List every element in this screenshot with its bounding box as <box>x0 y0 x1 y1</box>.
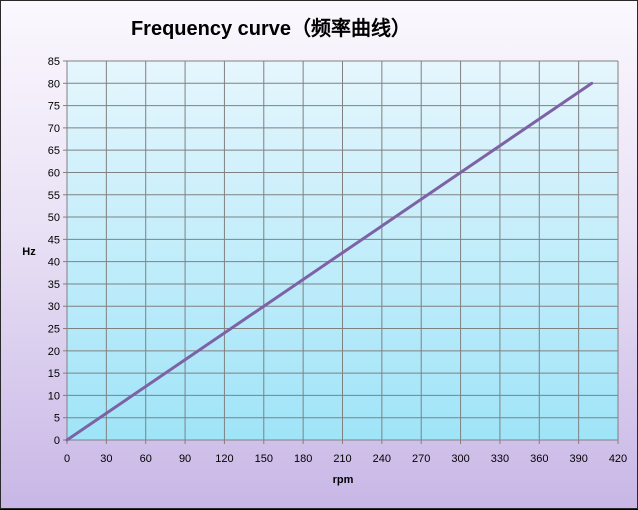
y-tick-label: 65 <box>48 145 60 157</box>
x-tick-label: 420 <box>609 453 627 465</box>
x-tick-label: 270 <box>412 453 430 465</box>
x-tick-label: 60 <box>140 453 152 465</box>
x-axis-title: rpm <box>333 474 354 486</box>
y-tick-label: 0 <box>54 435 60 447</box>
y-tick-label: 85 <box>48 56 60 68</box>
x-tick-label: 150 <box>255 453 273 465</box>
y-axis-tick-labels: 0 5 10 15 20 25 30 35 40 45 50 55 60 65 70 75 80 85 <box>48 56 60 447</box>
x-tick-label: 180 <box>294 453 312 465</box>
x-axis-tick-labels: 0 30 60 90 120 150 180 210 240 270 300 330 360 390 420 <box>64 453 627 465</box>
series-layer <box>65 81 594 442</box>
y-axis-title: Hz <box>22 246 36 258</box>
y-tick-label: 60 <box>48 167 60 179</box>
y-tick-label: 55 <box>48 190 60 202</box>
x-tick-label: 240 <box>373 453 391 465</box>
x-tick-label: 300 <box>451 453 469 465</box>
x-tick-label: 210 <box>333 453 351 465</box>
y-tick-label: 15 <box>48 368 60 380</box>
y-tick-label: 70 <box>48 123 60 135</box>
y-tick-label: 35 <box>48 279 60 291</box>
grid-lines <box>63 60 619 444</box>
x-tick-label: 90 <box>179 453 191 465</box>
y-tick-label: 25 <box>48 324 60 336</box>
y-tick-label: 30 <box>48 301 60 313</box>
y-tick-label: 75 <box>48 101 60 113</box>
y-tick-label: 40 <box>48 257 60 269</box>
x-tick-label: 390 <box>569 453 587 465</box>
x-tick-label: 0 <box>64 453 70 465</box>
chart-title: Frequency curve（频率曲线） <box>131 16 411 40</box>
x-tick-label: 360 <box>530 453 548 465</box>
y-tick-label: 5 <box>54 413 60 425</box>
y-tick-label: 45 <box>48 234 60 246</box>
y-tick-label: 10 <box>48 390 60 402</box>
x-tick-label: 120 <box>215 453 233 465</box>
y-tick-label: 80 <box>48 78 60 90</box>
frequency-series-line <box>65 81 594 442</box>
x-tick-label: 30 <box>100 453 112 465</box>
y-tick-label: 50 <box>48 212 60 224</box>
x-tick-label: 330 <box>491 453 509 465</box>
y-tick-label: 20 <box>48 346 60 358</box>
